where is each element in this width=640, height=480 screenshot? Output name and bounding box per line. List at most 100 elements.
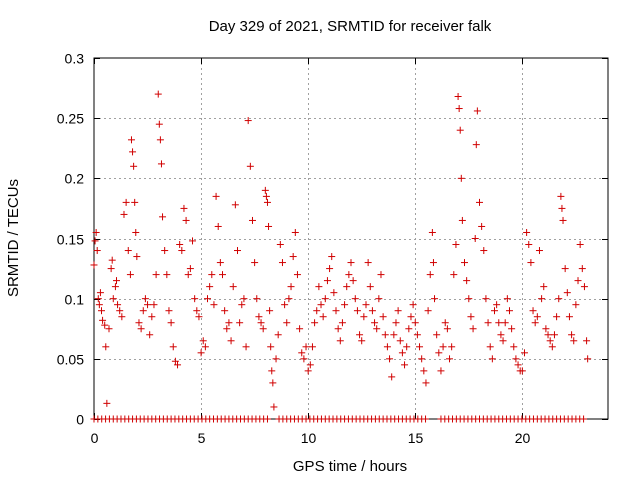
data-point xyxy=(182,216,190,224)
data-point xyxy=(163,271,171,279)
data-point xyxy=(267,343,275,351)
data-point xyxy=(377,271,385,279)
data-point xyxy=(167,319,175,327)
data-point xyxy=(484,319,492,327)
data-point xyxy=(409,301,417,309)
data-point xyxy=(559,216,567,224)
data-point xyxy=(313,307,321,315)
data-point xyxy=(433,331,441,339)
data-point xyxy=(127,136,135,144)
data-point xyxy=(133,253,141,261)
data-point xyxy=(216,259,224,267)
data-point xyxy=(97,307,105,315)
data-point xyxy=(191,295,199,303)
data-point xyxy=(437,367,445,375)
data-point xyxy=(345,271,353,279)
data-point xyxy=(206,283,214,291)
data-point xyxy=(186,265,194,273)
x-tick-label: 0 xyxy=(91,430,99,446)
data-point xyxy=(533,313,541,321)
data-point xyxy=(144,301,152,309)
data-point xyxy=(176,241,184,249)
data-point xyxy=(268,367,276,375)
data-point xyxy=(94,295,102,303)
data-point xyxy=(199,337,207,345)
y-tick-label: 0.1 xyxy=(65,292,85,308)
data-point xyxy=(373,325,381,333)
data-point xyxy=(242,343,250,351)
data-point xyxy=(383,343,391,351)
y-tick-label: 0.2 xyxy=(65,171,85,187)
data-point xyxy=(529,307,537,315)
x-tick-label: 15 xyxy=(408,430,424,446)
data-point xyxy=(212,192,220,200)
data-point xyxy=(527,259,535,267)
data-point xyxy=(508,325,516,333)
data-point xyxy=(236,319,244,327)
data-point xyxy=(446,355,454,363)
data-point xyxy=(259,325,267,333)
data-point xyxy=(238,301,246,309)
data-point xyxy=(304,367,312,375)
data-point xyxy=(114,301,122,309)
data-point xyxy=(584,355,592,363)
data-point xyxy=(557,192,565,200)
data-point xyxy=(278,259,286,267)
data-point xyxy=(146,331,154,339)
data-point xyxy=(561,265,569,273)
data-point xyxy=(467,313,475,321)
data-point xyxy=(118,313,126,321)
data-point xyxy=(413,331,421,339)
data-point xyxy=(148,313,156,321)
data-point xyxy=(518,367,526,375)
data-point xyxy=(336,337,344,345)
data-point xyxy=(225,319,233,327)
data-point xyxy=(558,204,566,212)
data-point xyxy=(120,210,128,218)
data-point xyxy=(338,319,346,327)
data-point xyxy=(281,301,289,309)
data-point xyxy=(341,301,349,309)
data-point xyxy=(178,247,186,255)
data-point xyxy=(323,277,331,285)
data-point xyxy=(96,289,104,297)
data-point xyxy=(195,313,203,321)
data-point xyxy=(285,295,293,303)
chart-title: Day 329 of 2021, SRMTID for receiver fal… xyxy=(209,18,492,35)
data-point xyxy=(263,415,271,423)
data-point xyxy=(471,235,479,242)
data-point xyxy=(349,277,357,285)
data-point xyxy=(411,319,419,327)
data-point xyxy=(366,283,374,291)
data-point xyxy=(472,141,480,149)
y-tick-label: 0.15 xyxy=(57,232,84,248)
data-point xyxy=(381,331,389,339)
data-point xyxy=(109,295,117,303)
data-point xyxy=(122,198,130,206)
data-point xyxy=(476,198,483,206)
data-point xyxy=(317,301,325,309)
data-point xyxy=(139,307,147,315)
data-point xyxy=(155,120,163,128)
data-point xyxy=(296,325,304,333)
data-point xyxy=(364,259,372,267)
data-point xyxy=(458,216,466,224)
data-point xyxy=(550,331,558,339)
x-tick-label: 5 xyxy=(198,430,206,446)
data-point xyxy=(269,379,277,387)
data-point xyxy=(405,325,413,333)
data-point xyxy=(111,283,119,291)
data-point xyxy=(180,204,188,212)
data-point xyxy=(574,277,582,285)
data-point xyxy=(257,319,265,327)
data-point xyxy=(265,222,273,230)
data-point xyxy=(240,295,248,303)
data-point xyxy=(457,174,465,182)
data-point xyxy=(101,321,109,329)
data-point xyxy=(422,415,430,423)
data-point xyxy=(398,349,406,357)
data-point xyxy=(576,241,584,249)
data-point xyxy=(495,319,503,327)
data-point xyxy=(473,107,481,115)
data-point xyxy=(546,337,554,345)
